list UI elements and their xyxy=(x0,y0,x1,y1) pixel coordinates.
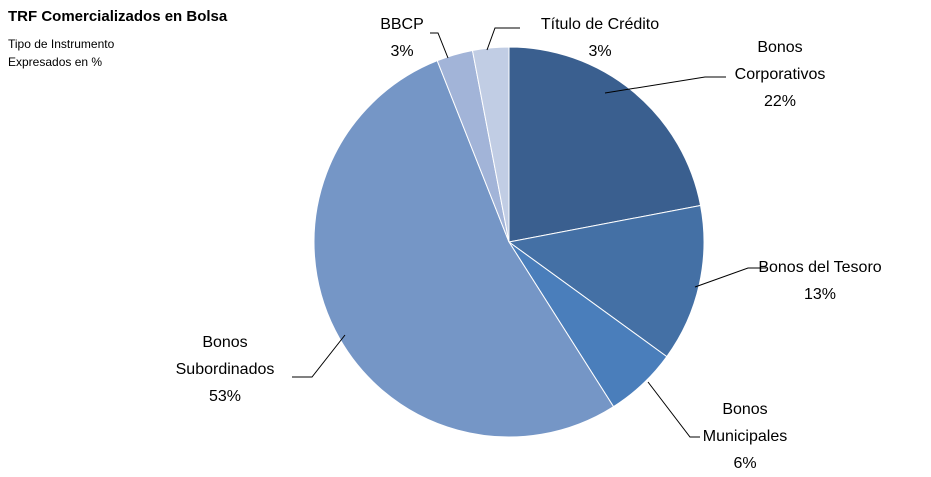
slices xyxy=(313,46,705,438)
pie-slice xyxy=(471,46,510,243)
value-label: 22% xyxy=(763,93,797,110)
leader-line xyxy=(430,32,449,59)
leader-line xyxy=(292,334,346,378)
category-label: BBCP xyxy=(380,16,424,33)
slice-label: Bonos Municipales 6% xyxy=(690,396,800,477)
pie-slice xyxy=(507,204,705,358)
slice-label: Bonos Subordinados 53% xyxy=(170,329,280,410)
value-label: 3% xyxy=(390,43,414,60)
value-label: 13% xyxy=(803,286,837,303)
leaders xyxy=(292,27,766,438)
category-label: Bonos Municipales xyxy=(702,401,788,445)
slice-label: Título de Crédito 3% xyxy=(505,11,695,65)
leader-line xyxy=(604,76,726,94)
subtitle: Tipo de Instrumento xyxy=(8,37,115,51)
leader-line xyxy=(647,381,700,438)
leader-line xyxy=(694,267,766,288)
category-label: Bonos del Tesoro xyxy=(758,259,882,276)
slice-label: BBCP 3% xyxy=(372,11,432,65)
slice-label: Bonos Corporativos 22% xyxy=(725,34,835,115)
value-label: 6% xyxy=(733,455,757,472)
category-label: Título de Crédito xyxy=(540,16,660,33)
subtitle: Expresados en % xyxy=(8,55,103,69)
value-label: 3% xyxy=(588,43,612,60)
category-label: Bonos Subordinados xyxy=(175,334,275,378)
leader-line xyxy=(486,27,520,51)
category-label: Bonos Corporativos xyxy=(734,39,826,83)
slice-label: Bonos del Tesoro 13% xyxy=(750,254,890,308)
chart-title: TRF Comercializados en Bolsa xyxy=(8,8,228,25)
value-label: 53% xyxy=(208,388,242,405)
pie-slice xyxy=(313,60,615,438)
pie-slice xyxy=(508,46,702,243)
